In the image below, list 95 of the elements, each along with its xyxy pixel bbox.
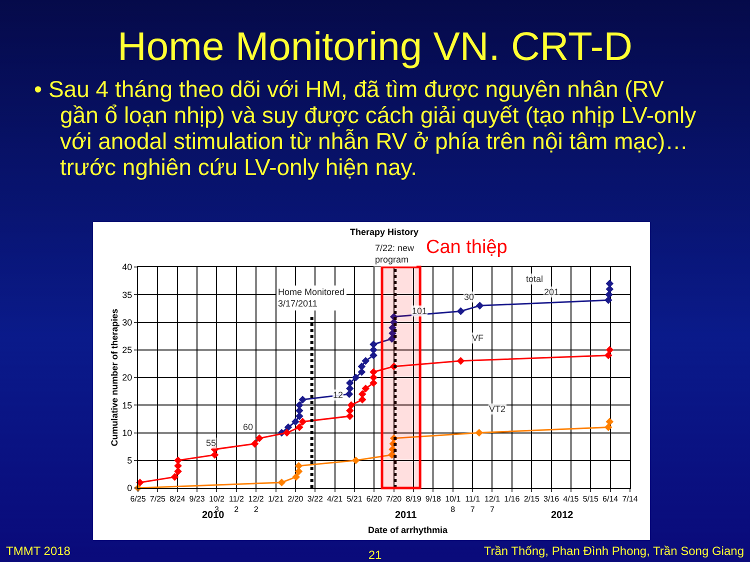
point bbox=[255, 434, 264, 442]
text: 21 bbox=[368, 548, 382, 562]
x-tick-label: 3/22 bbox=[307, 494, 324, 504]
point bbox=[358, 368, 366, 376]
point bbox=[604, 423, 612, 432]
ref-line-label: Home Monitored 3/17/2011 bbox=[278, 287, 345, 309]
text: Therapy History bbox=[350, 227, 419, 237]
annotation: 12 bbox=[333, 390, 344, 400]
point bbox=[606, 418, 614, 426]
x-tick-label: 5/15 bbox=[582, 494, 599, 504]
x-tick-label: 6/25 bbox=[130, 494, 146, 504]
x-tick-label: 7/20 bbox=[386, 494, 402, 504]
x-tick-label: 10/18 bbox=[445, 494, 462, 514]
point bbox=[362, 384, 370, 392]
y-tick-label: 20 bbox=[122, 372, 132, 383]
point bbox=[358, 396, 366, 404]
x-tick-label: 12/22 bbox=[248, 494, 264, 514]
y-tick-label: 30 bbox=[122, 317, 132, 328]
x-tick-label: 4/15 bbox=[563, 494, 580, 504]
point bbox=[292, 473, 300, 481]
y-axis-title: Cumulative number of therapies bbox=[110, 308, 120, 446]
annotation: VT2 bbox=[489, 404, 506, 414]
point bbox=[250, 440, 259, 448]
chart-title: Home Monitoring VN. CRT-D bbox=[116, 24, 634, 70]
y-tick-label: 5 bbox=[127, 456, 132, 466]
point bbox=[298, 418, 307, 426]
x-tick-label: 7/25 bbox=[150, 494, 166, 504]
point bbox=[292, 418, 300, 426]
point bbox=[606, 280, 614, 288]
x-tick-label: 8/24 bbox=[170, 494, 186, 504]
point bbox=[358, 390, 366, 398]
annotation: total bbox=[526, 274, 544, 284]
text: 2012 bbox=[551, 510, 574, 521]
point bbox=[370, 352, 378, 360]
x-tick-label: 7/14 bbox=[622, 494, 638, 504]
point bbox=[370, 368, 378, 376]
point bbox=[362, 357, 370, 365]
point bbox=[345, 390, 354, 398]
point bbox=[298, 396, 307, 404]
point bbox=[456, 357, 465, 365]
point bbox=[283, 428, 291, 437]
point bbox=[606, 346, 614, 354]
x-tick-label: 9/18 bbox=[425, 494, 442, 504]
annotation: 60 bbox=[243, 422, 254, 432]
point bbox=[346, 379, 354, 387]
point bbox=[352, 456, 360, 464]
x-tick-label: 2/15 bbox=[524, 494, 540, 504]
point bbox=[295, 423, 304, 432]
y-tick-label: 10 bbox=[122, 428, 132, 438]
point bbox=[352, 374, 360, 382]
x-tick-label: 3/16 bbox=[543, 494, 560, 504]
text: 2011 bbox=[395, 510, 418, 521]
x-axis-title: Date of arrhythmia bbox=[368, 525, 449, 535]
y-tick-label: 0 bbox=[127, 483, 132, 494]
x-tick-label: 4/21 bbox=[327, 494, 344, 504]
text: TMMT 2018 bbox=[6, 544, 70, 558]
point bbox=[174, 456, 182, 464]
point bbox=[605, 290, 613, 299]
annotation: 55 bbox=[206, 438, 216, 448]
annotation: 30 bbox=[464, 292, 474, 302]
x-tick-label: 11/17 bbox=[465, 494, 481, 514]
x-tick-label: 12/17 bbox=[484, 494, 501, 514]
ref-line-label: 7/22: new program bbox=[375, 243, 415, 265]
x-tick-label: 11/22 bbox=[228, 494, 244, 514]
point bbox=[174, 462, 182, 470]
point bbox=[475, 428, 484, 437]
annotation: 101 bbox=[412, 306, 428, 316]
point bbox=[170, 473, 179, 481]
point bbox=[604, 352, 612, 360]
y-tick-label: 15 bbox=[122, 400, 132, 410]
point bbox=[476, 302, 484, 310]
point bbox=[278, 478, 286, 486]
x-tick-label: 6/20 bbox=[366, 494, 382, 504]
band-label: Can thiệp bbox=[426, 237, 508, 258]
x-tick-label: 1/16 bbox=[504, 494, 520, 504]
x-tick-label: 8/19 bbox=[406, 494, 422, 504]
text: Trần Thống, Phan Đình Phong, Trần Song Giang bbox=[484, 544, 744, 558]
point bbox=[294, 462, 303, 470]
x-tick-label: 2/20 bbox=[288, 494, 304, 504]
y-tick-label: 35 bbox=[122, 290, 132, 300]
x-tick-label: 1/21 bbox=[268, 494, 284, 504]
point bbox=[358, 362, 366, 370]
point bbox=[294, 468, 303, 476]
point bbox=[456, 307, 465, 316]
annotation: 201 bbox=[544, 287, 560, 297]
point bbox=[606, 285, 614, 293]
point bbox=[370, 340, 378, 348]
y-tick-label: 25 bbox=[122, 345, 132, 356]
annotation: VF bbox=[472, 333, 484, 343]
chart-subtitle: • Sau 4 tháng theo dõi với HM, đã tìm được nguyên nhân (RV gần ổ loạn nhịp) và suy được cách giải quyết (tạo nhịp LV-only với anodal stimulation từ nhẫn RV ở phía trên nội tâm mạc)… trước nghiên cứu LV-only hiện nay. bbox=[34, 76, 698, 180]
point bbox=[347, 401, 356, 410]
y-tick-label: 40 bbox=[122, 262, 132, 272]
x-tick-label: 6/14 bbox=[602, 494, 619, 504]
x-tick-label: 5/21 bbox=[346, 494, 363, 504]
x-tick-label: 9/23 bbox=[189, 494, 206, 504]
